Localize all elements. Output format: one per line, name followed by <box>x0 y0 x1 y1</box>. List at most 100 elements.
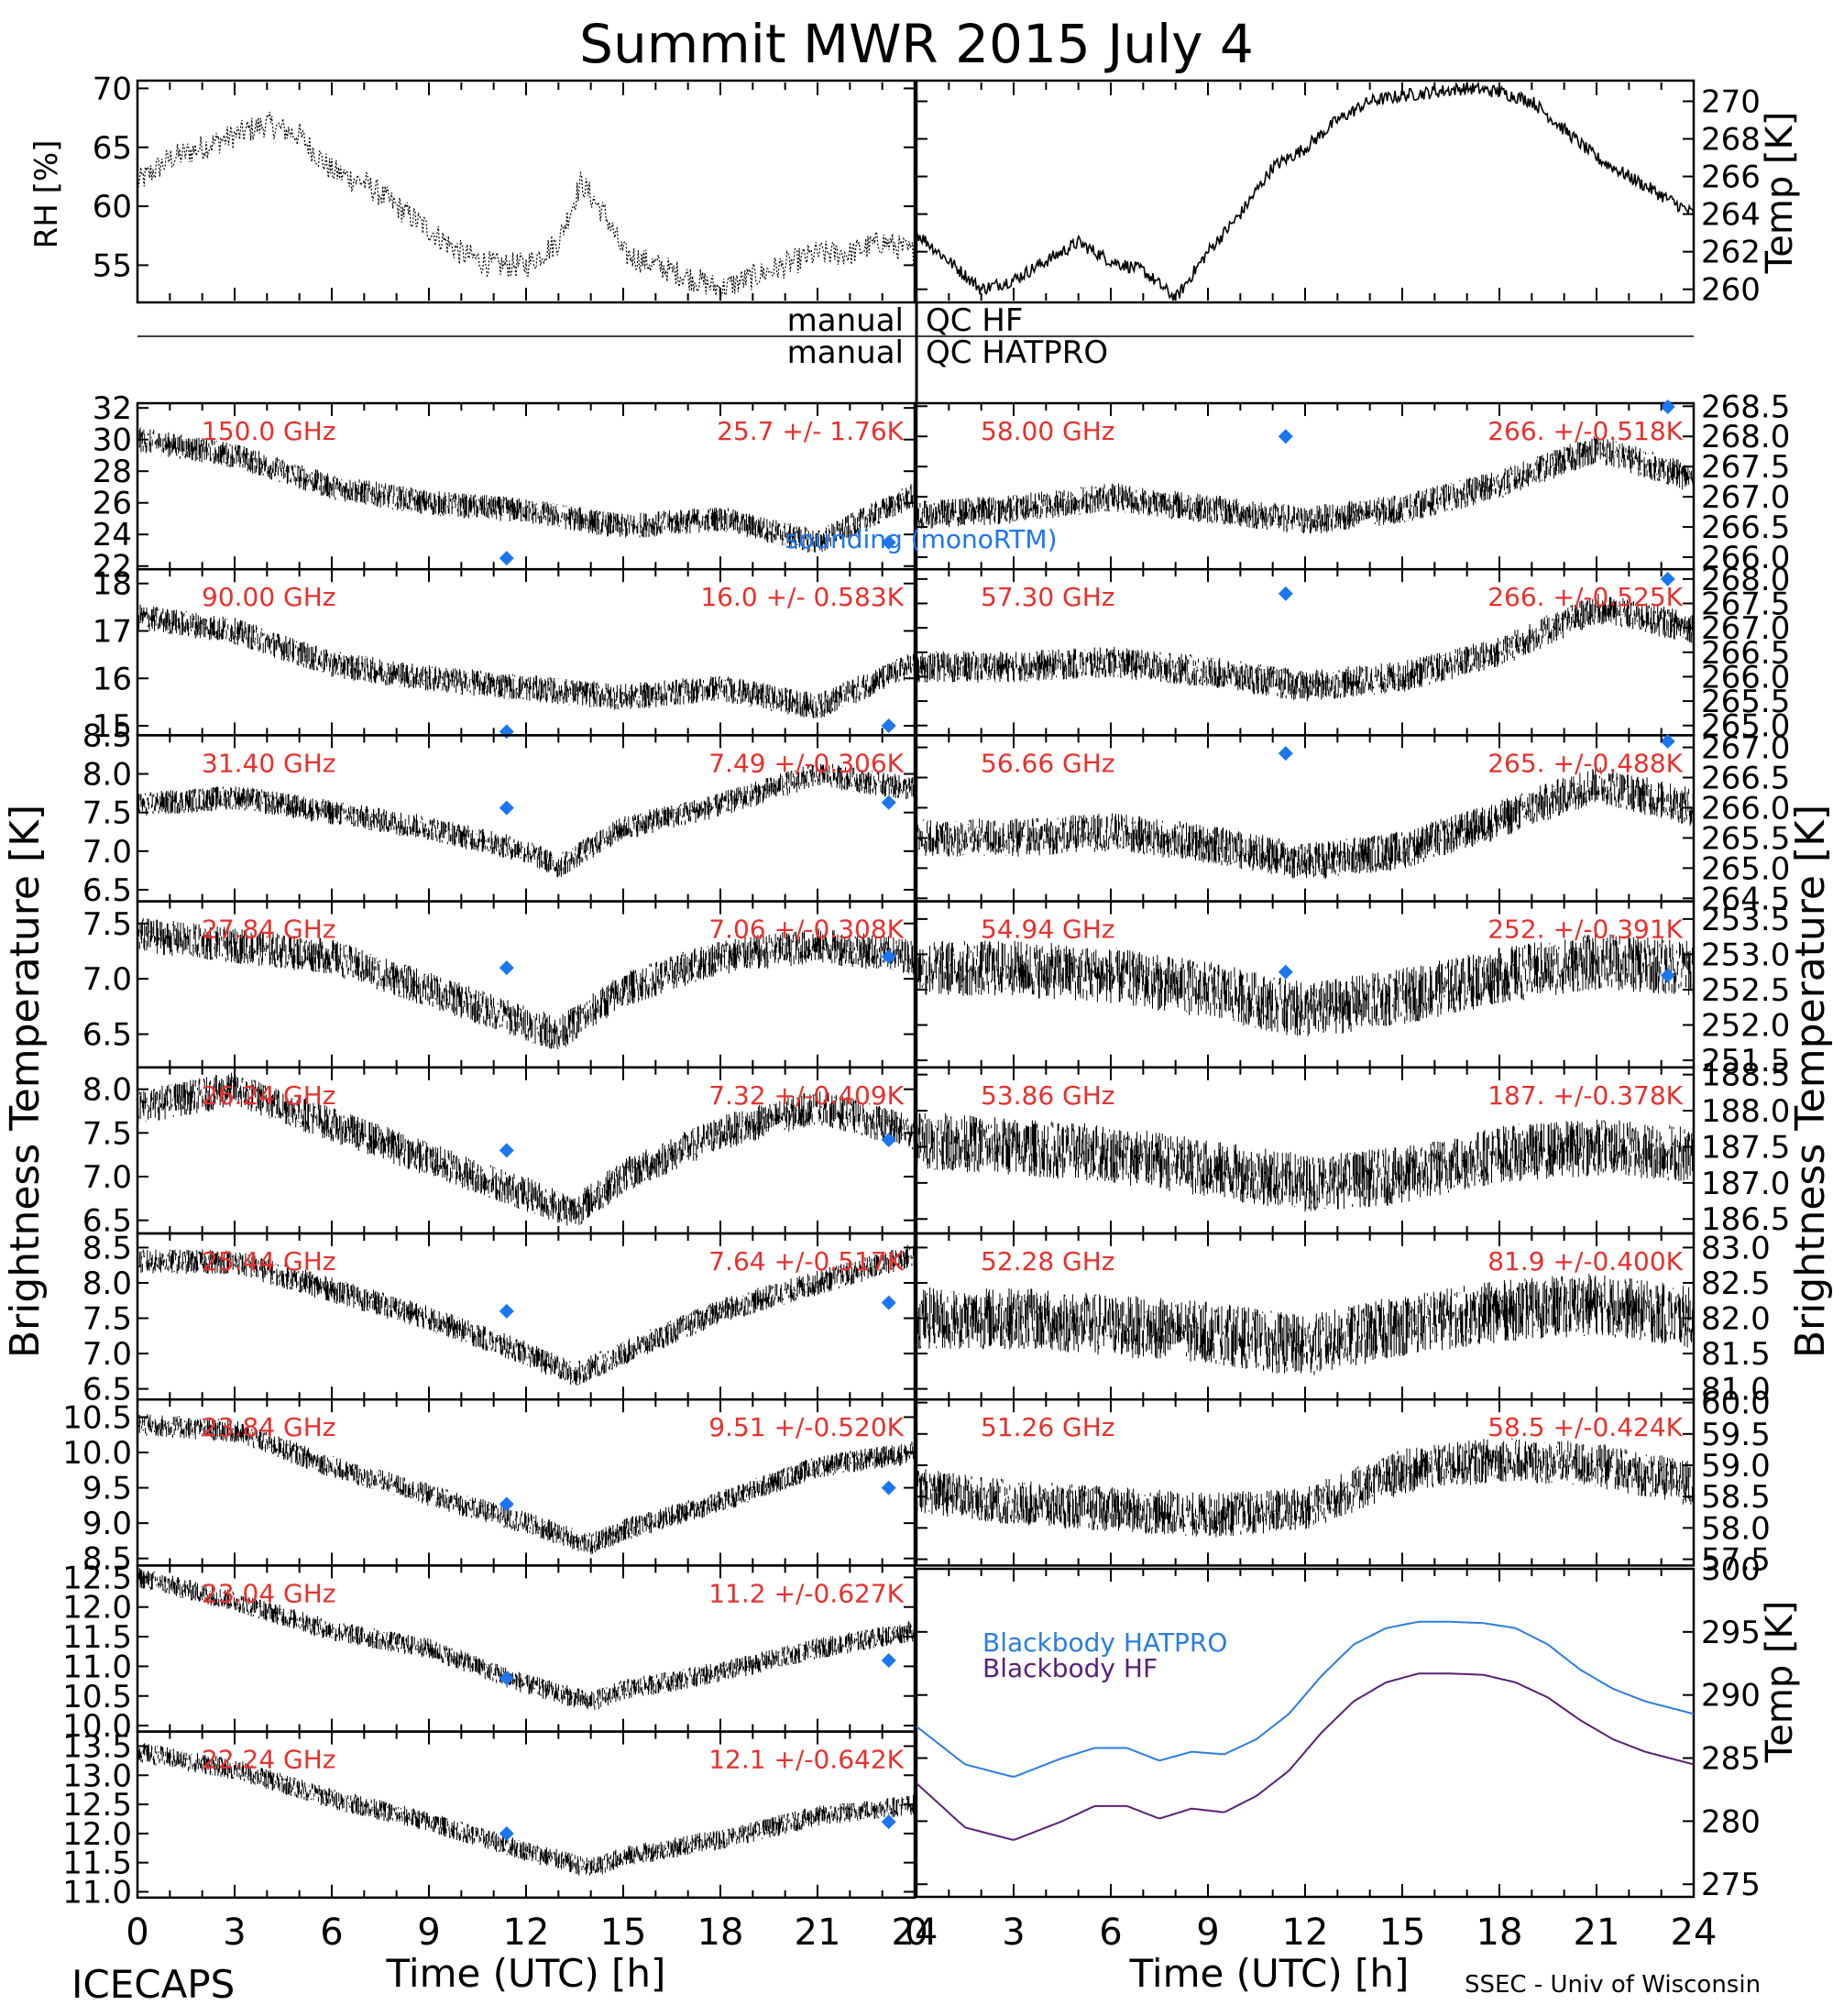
channel-stat-label: 12.1 +/-0.642K <box>708 1745 904 1775</box>
channel-stat-label: 16.0 +/- 0.583K <box>700 582 904 612</box>
ytick-label: 8.5 <box>82 1230 132 1266</box>
sounding-marker <box>881 1132 896 1147</box>
ytick-label: 24 <box>93 517 132 553</box>
channel-stat-label: 7.49 +/-0.306K <box>708 748 904 778</box>
rh-panel-frame <box>136 79 916 304</box>
ytick-label: 11.0 <box>62 1874 132 1911</box>
rh-ylabel: RH [%] <box>28 140 65 249</box>
sounding-marker <box>499 1303 514 1319</box>
channel-xticks <box>137 1067 916 1233</box>
channel-frequency-label: 52.28 GHz <box>981 1246 1115 1276</box>
ytick-label: 65 <box>93 130 132 167</box>
ytick-label: 7.5 <box>82 1115 132 1152</box>
xtick-label: 21 <box>795 1912 841 1954</box>
channel-panel: 268.0267.5267.0266.5266.0265.5265.057.30… <box>915 562 1790 745</box>
channel-frequency-label: 56.66 GHz <box>981 748 1115 778</box>
sounding-marker <box>881 534 896 550</box>
ytick-label: 275 <box>1701 1867 1761 1903</box>
figure-title: Summit MWR 2015 July 4 <box>579 13 1254 75</box>
ytick-label: 10.0 <box>62 1435 132 1472</box>
channel-panel: 83.082.582.081.581.052.28 GHz 81.9 +/-0.4… <box>915 1230 1771 1408</box>
channel-yticks: 11.011.512.012.513.013.5 <box>62 1728 915 1911</box>
ytick-label: 267.5 <box>1701 449 1790 486</box>
ytick-label: 268.0 <box>1701 419 1790 455</box>
sounding-marker <box>499 1496 514 1512</box>
brightness-temperature-ylabel-right: Brightness Temperature [K] <box>1787 805 1833 1358</box>
channel-xticks <box>916 1399 1695 1566</box>
ytick-label: 7.0 <box>82 1336 132 1373</box>
xtick-label: 9 <box>417 1912 440 1954</box>
channel-data-scatter <box>916 436 1694 534</box>
ytick-label: 8.0 <box>82 1265 132 1302</box>
ytick-label: 28 <box>93 454 132 490</box>
sounding-marker <box>499 960 514 976</box>
ytick-label: 265.0 <box>1701 708 1790 745</box>
sounding-marker <box>499 1825 514 1841</box>
channel-stat-label: 11.2 +/-0.627K <box>708 1578 904 1608</box>
channel-xticks <box>137 1565 916 1732</box>
channel-yticks: 60.059.559.058.558.057.5 <box>916 1386 1771 1579</box>
ytick-label: 7.5 <box>82 1301 132 1338</box>
channel-stat-label: 7.64 +/-0.517K <box>708 1246 904 1276</box>
sounding-marker <box>1660 571 1675 586</box>
ytick-label: 11.5 <box>62 1846 132 1882</box>
channel-stat-label: 81.9 +/-0.400K <box>1487 1246 1683 1276</box>
ytick-label: 7.0 <box>82 834 132 871</box>
channel-frequency-label: 22.24 GHz <box>202 1745 336 1775</box>
xtick-label: 6 <box>320 1912 343 1954</box>
blackbody-yticks: 275 280 285 290 295 300 <box>916 1551 1761 1903</box>
channel-xticks <box>916 735 1695 902</box>
channel-yticks: 6.5 7.0 7.5 8.0 <box>82 1072 915 1240</box>
ytick-label: 26 <box>93 486 132 522</box>
sounding-marker <box>1278 586 1293 601</box>
channel-frequency-label: 51.26 GHz <box>981 1412 1115 1442</box>
channel-frequency-label: 23.84 GHz <box>202 1412 336 1442</box>
ytick-label: 8.0 <box>82 1072 132 1109</box>
blackbody-yticks-inner: 275 280 285 290 295 300 <box>916 1551 1761 1903</box>
ytick-label: 82.0 <box>1701 1301 1771 1338</box>
xtick-label: 18 <box>697 1912 744 1954</box>
ytick-label: 32 <box>93 390 132 427</box>
xtick-label: 0 <box>905 1912 927 1954</box>
channel-xticks <box>137 1233 916 1400</box>
ytick-label: 252.5 <box>1701 972 1790 1009</box>
ytick-label: 186.5 <box>1701 1201 1790 1238</box>
xtick-label: 21 <box>1574 1912 1620 1954</box>
ytick-label: 267.0 <box>1701 479 1790 516</box>
channel-stat-label: 58.5 +/-0.424K <box>1487 1412 1683 1442</box>
channel-data-scatter <box>137 1244 915 1386</box>
sounding-marker <box>881 949 896 964</box>
rh-series-line <box>137 111 916 301</box>
ytick-label: 265.5 <box>1701 820 1790 857</box>
xtick-label: 12 <box>503 1912 550 1954</box>
ytick-label: 300 <box>1701 1551 1761 1588</box>
channel-panel: 6.5 7.0 7.5 8.0 26.24 GHz 7.32 +/-0.409K <box>82 1066 916 1240</box>
ytick-label: 81.0 <box>1701 1372 1771 1408</box>
channel-xticks <box>137 1731 916 1898</box>
ytick-label: 6.5 <box>82 1017 132 1054</box>
ytick-label: 266.0 <box>1701 540 1790 576</box>
ytick-label: 70 <box>93 71 132 107</box>
channel-panel: 6.5 7.0 7.5 27.84 GHz 7.06 +/-0.308K <box>82 900 916 1069</box>
ytick-label: 15 <box>93 708 132 745</box>
channel-xticks <box>137 1399 916 1566</box>
xtick-label: 3 <box>1002 1912 1025 1954</box>
channel-frequency-label: 53.86 GHz <box>981 1080 1115 1111</box>
ytick-label: 6.5 <box>82 1372 132 1408</box>
temp-xticks <box>916 82 1695 301</box>
sounding-marker <box>881 1295 896 1310</box>
channel-data-scatter <box>137 917 915 1049</box>
ytick-label: 295 <box>1701 1615 1761 1651</box>
ytick-label: 6.5 <box>82 872 132 909</box>
ytick-label: 260 <box>1701 272 1761 309</box>
ytick-label: 267.0 <box>1701 730 1790 767</box>
channel-xticks <box>916 901 1695 1068</box>
